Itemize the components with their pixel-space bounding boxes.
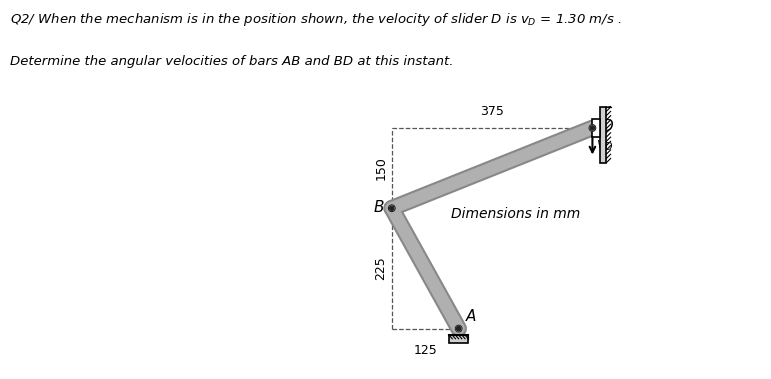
- Text: 150: 150: [375, 156, 388, 180]
- Circle shape: [456, 326, 462, 332]
- Circle shape: [389, 205, 395, 211]
- Circle shape: [456, 326, 461, 331]
- Text: 225: 225: [375, 257, 388, 280]
- Text: Determine the angular velocities of bars AB and BD at this instant.: Determine the angular velocities of bars…: [10, 55, 453, 68]
- Circle shape: [591, 126, 594, 130]
- Bar: [449, 335, 468, 343]
- Text: A: A: [466, 309, 476, 324]
- Text: B: B: [374, 200, 384, 215]
- Text: 375: 375: [480, 105, 504, 118]
- Bar: [592, 119, 600, 136]
- Circle shape: [389, 206, 394, 210]
- Circle shape: [589, 125, 596, 131]
- Text: Q2/ When the mechanism is in the position shown, the velocity of slider D is $v_: Q2/ When the mechanism is in the positio…: [10, 11, 621, 28]
- Text: 125: 125: [413, 344, 437, 357]
- Text: Dimensions in mm: Dimensions in mm: [450, 207, 580, 221]
- Bar: [600, 106, 606, 163]
- Circle shape: [591, 126, 594, 130]
- Circle shape: [389, 206, 394, 210]
- Text: $v_D$: $v_D$: [596, 139, 613, 153]
- Text: D: D: [602, 119, 614, 135]
- Circle shape: [456, 326, 461, 331]
